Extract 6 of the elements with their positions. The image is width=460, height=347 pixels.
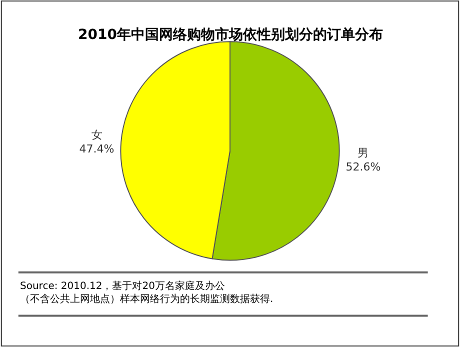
- chart-title: 2010年中国网络购物市场依性别划分的订单分布: [78, 26, 383, 43]
- slice-label: 男: [358, 146, 369, 160]
- slice-label: 女: [91, 128, 102, 142]
- data-label: 47.4%: [79, 142, 114, 156]
- source-note: Source: 2010.12，基于对20万名家庭及办公（不含公共上网地点）样本网络行为的长期监测数据获得.: [20, 280, 274, 305]
- data-label: 52.6%: [346, 160, 381, 174]
